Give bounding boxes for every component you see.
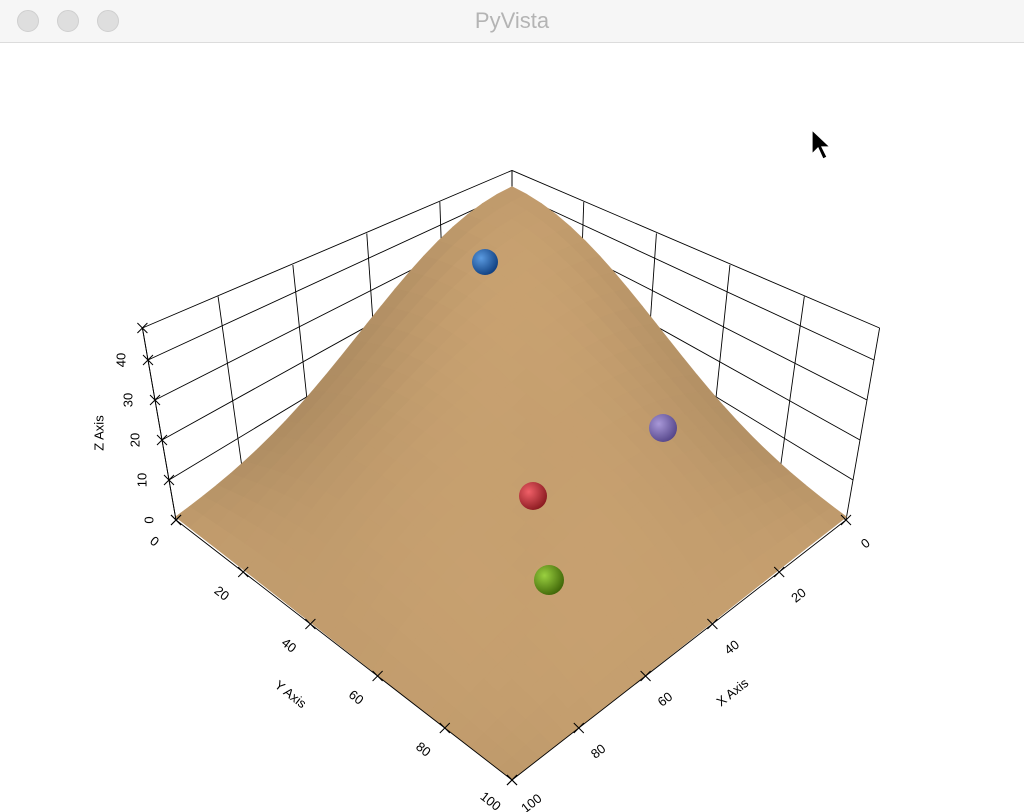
z-tick-label: 20 <box>127 433 142 447</box>
x-tick-label: 60 <box>655 689 676 710</box>
axis-tick-mark <box>156 434 168 446</box>
z-tick-label: 10 <box>134 473 149 487</box>
axis-tick-mark <box>506 774 518 786</box>
grid-line-horizontal <box>147 191 513 361</box>
sphere-point-purple <box>649 414 677 442</box>
grid-line-horizontal <box>511 191 875 361</box>
y-tick-label: 60 <box>346 687 367 708</box>
x-tick-label: 80 <box>588 741 609 762</box>
grid-line-horizontal <box>142 169 513 329</box>
axis-tick-mark <box>163 474 175 486</box>
axis-tick-mark <box>305 618 316 630</box>
close-window-button[interactable] <box>17 10 39 32</box>
x-tick-label: 0 <box>858 535 873 551</box>
y-tick-label: 80 <box>413 739 434 760</box>
zoom-window-button[interactable] <box>97 10 119 32</box>
window-title: PyVista <box>474 8 550 33</box>
axis-tick-mark <box>372 670 383 682</box>
y-tick-label: 0 <box>147 533 162 549</box>
axis-tick-mark <box>640 670 651 682</box>
z-axis-line <box>141 327 177 521</box>
x-tick-label: 40 <box>721 637 742 658</box>
axis-tick-mark <box>773 566 785 578</box>
axis-tick-mark <box>137 322 148 334</box>
axis-tick-mark <box>142 354 154 366</box>
axis-tick-mark <box>439 722 451 734</box>
y-tick-label: 40 <box>279 635 300 656</box>
3d-plot-canvas[interactable]: 0 10 20 30 40 Z Axis 0 20 40 60 80 100 Y Axis 0 20 40 60… <box>0 43 1024 812</box>
y-axis-title: Y Axis <box>272 677 310 711</box>
y-axis-line <box>175 519 513 781</box>
grid-line-vertical <box>217 296 244 477</box>
axis-tick-mark <box>707 618 718 630</box>
z-tick-label: 40 <box>113 353 128 367</box>
x-tick-label: 20 <box>788 585 809 606</box>
minimize-window-button[interactable] <box>57 10 79 32</box>
sphere-point-red <box>519 482 547 510</box>
y-tick-label: 20 <box>212 583 233 604</box>
mouse-cursor-icon <box>811 128 832 160</box>
surface-mesh <box>174 186 848 781</box>
axis-tick-mark <box>237 566 249 578</box>
x-tick-label: 100 <box>518 791 544 812</box>
sphere-point-green <box>534 565 564 595</box>
grid-line-horizontal <box>511 169 880 329</box>
point-spheres <box>472 249 677 595</box>
axis-tick-mark <box>149 394 161 406</box>
grid-line-vertical <box>845 327 881 521</box>
sphere-point-blue <box>472 249 498 275</box>
axis-tick-mark <box>170 514 182 526</box>
x-axis-title: X Axis <box>713 675 751 709</box>
axis-tick-mark <box>573 722 585 734</box>
y-tick-label: 100 <box>477 789 503 812</box>
window-titlebar: PyVista <box>0 0 1024 43</box>
z-tick-label: 0 <box>141 516 156 523</box>
z-tick-label: 30 <box>120 393 135 407</box>
x-axis-line <box>511 519 847 781</box>
grid-line-vertical <box>778 296 805 477</box>
axis-tick-mark <box>840 514 852 526</box>
z-axis-title: Z Axis <box>91 415 106 451</box>
